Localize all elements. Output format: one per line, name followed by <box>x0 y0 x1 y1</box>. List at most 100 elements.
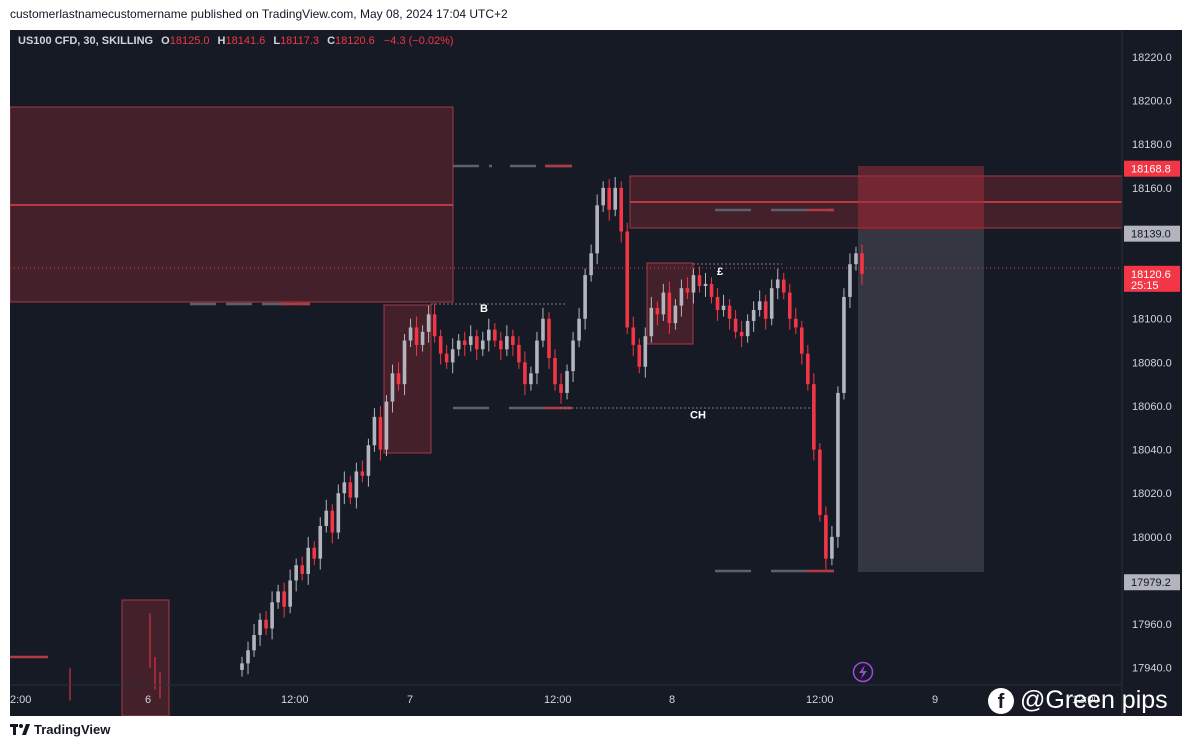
candle-body <box>836 392 840 537</box>
candle-body <box>342 482 347 494</box>
candle-body <box>270 602 274 629</box>
legend-high-label: H <box>217 35 226 47</box>
legend-open-value: 18125.0 <box>169 35 210 47</box>
candle-body <box>715 296 720 311</box>
candle-body <box>523 362 527 385</box>
candle-body <box>812 384 816 450</box>
candle-body <box>408 327 413 341</box>
tradingview-logo-icon <box>10 723 30 735</box>
candle-body <box>769 288 774 319</box>
candle-body <box>535 340 539 374</box>
candle-body <box>697 275 702 287</box>
candle-body <box>571 340 575 372</box>
candle-body <box>312 547 317 559</box>
candle-body <box>456 340 461 350</box>
candle-body <box>360 471 365 476</box>
candle-body <box>468 336 473 345</box>
candle-body <box>324 510 329 526</box>
y-tick-label: 18020.0 <box>1132 488 1172 500</box>
candle-body <box>282 591 286 607</box>
candle-body <box>390 373 395 402</box>
candle-body <box>444 353 449 363</box>
candle-body <box>252 635 256 651</box>
structure-label: £ <box>717 266 723 278</box>
lightning-icon[interactable] <box>852 661 874 683</box>
candle-body <box>438 336 443 354</box>
candle-body <box>372 416 377 446</box>
candle-body <box>739 331 744 337</box>
legend-open-label: O <box>161 35 170 47</box>
candle-body <box>842 296 846 393</box>
candle-body <box>288 580 292 607</box>
y-tick-label: 18160.0 <box>1132 183 1172 195</box>
legend-low-label: L <box>273 35 281 47</box>
candle-body <box>595 205 599 254</box>
candle-body <box>625 231 630 328</box>
candle-body <box>691 275 696 293</box>
candle-body <box>607 187 611 210</box>
chart-legend: US100 CFD, 30, SKILLING O18125.0 H18141.… <box>18 35 454 47</box>
y-tick-label: 18000.0 <box>1132 532 1172 544</box>
x-tick-label: 12:00 <box>281 694 309 706</box>
price-label-tag <box>1124 574 1180 591</box>
candle-body <box>336 493 341 533</box>
price-label-text: 17979.2 <box>1131 577 1171 589</box>
candle-body <box>800 327 804 354</box>
candle-body <box>517 344 521 363</box>
candle-body <box>860 253 864 274</box>
x-tick-label: 12:00 <box>1072 694 1100 706</box>
annotations: B CH £ <box>480 266 723 422</box>
x-tick-label: 6 <box>145 694 151 706</box>
candle-body <box>354 471 359 498</box>
candle-body <box>396 373 401 385</box>
candle-body <box>240 663 244 670</box>
candle-body <box>775 279 780 289</box>
candle-body <box>763 301 768 319</box>
candle-body <box>583 275 587 319</box>
candle-body <box>793 318 798 328</box>
candle-body <box>511 336 515 345</box>
candle-body <box>420 331 425 345</box>
candle-body <box>601 187 605 206</box>
y-tick-label: 18220.0 <box>1132 52 1172 64</box>
candle-body <box>854 253 858 265</box>
zones <box>10 106 1182 716</box>
legend-change: −4.3 (−0.02%) <box>383 35 454 47</box>
watermark: f @Green pips <box>988 686 1168 715</box>
chart-area[interactable]: BCH£ 18220.018200.018180.018160.018140.0… <box>10 30 1182 716</box>
candlestick-chart[interactable]: BCH£ 18220.018200.018180.018160.018140.0… <box>10 30 1182 716</box>
footer-brand[interactable]: TradingView <box>34 722 111 737</box>
candle-body <box>848 264 852 297</box>
publish-line: customerlastnamecustomername published o… <box>10 7 508 21</box>
candle-body <box>432 314 437 337</box>
candle-body <box>486 329 491 341</box>
candle-body <box>830 536 834 559</box>
y-tick-label: 18060.0 <box>1132 401 1172 413</box>
candle-body <box>276 591 280 603</box>
candle-body <box>378 416 383 450</box>
price-axis[interactable] <box>1122 30 1182 716</box>
candle-body <box>348 482 353 498</box>
y-tick-label: 18200.0 <box>1132 96 1172 108</box>
candle-body <box>679 288 684 306</box>
candle-body <box>541 318 545 341</box>
dashed-levels <box>10 164 834 659</box>
candle-body <box>637 344 642 367</box>
candle-body <box>300 565 304 574</box>
candle-body <box>246 650 250 664</box>
candle-body <box>745 320 750 337</box>
legend-high-value: 18141.6 <box>225 35 266 47</box>
structure-label: CH <box>690 410 706 422</box>
legend-close-label: C <box>327 35 336 47</box>
y-tick-label: 18180.0 <box>1132 139 1172 151</box>
candle-body <box>589 253 593 276</box>
candle-body <box>529 373 533 385</box>
y-tick-label: 17940.0 <box>1132 663 1172 675</box>
candle-body <box>450 349 455 363</box>
y-tick-label: 18100.0 <box>1132 314 1172 326</box>
candle-body <box>824 515 828 559</box>
candle-body <box>553 358 557 385</box>
order-block-6 <box>121 599 170 716</box>
candle-body <box>414 327 419 345</box>
